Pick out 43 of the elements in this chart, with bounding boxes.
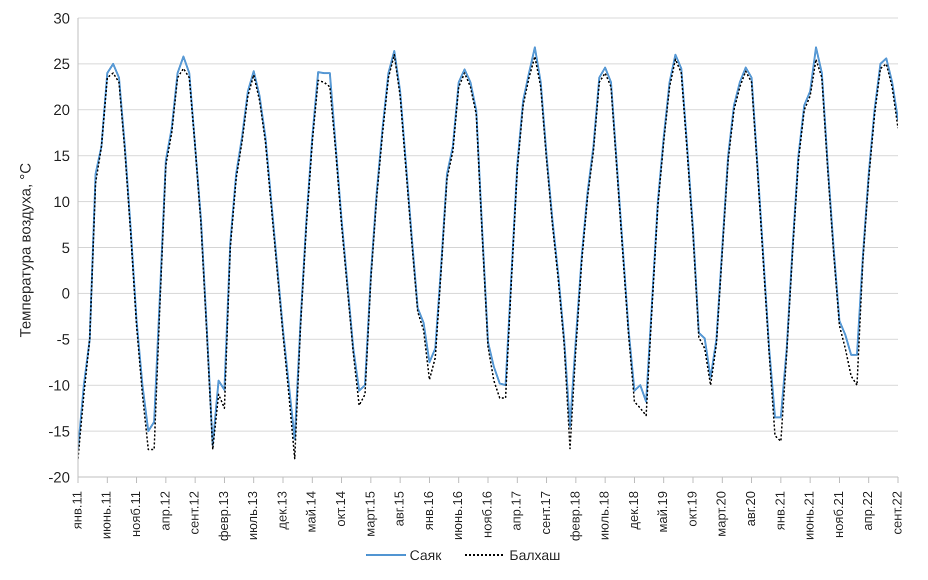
x-tick-label: июнь.16 bbox=[450, 491, 466, 540]
x-tick-label: февр.13 bbox=[216, 491, 231, 542]
x-tick-label: июль.18 bbox=[596, 491, 612, 540]
x-tick-label: янв.16 bbox=[420, 491, 436, 530]
y-tick-label: -10 bbox=[48, 378, 70, 395]
x-tick-label: март.15 bbox=[362, 491, 378, 537]
x-tick-label: сент.17 bbox=[538, 491, 554, 534]
x-tick-label: май.19 bbox=[655, 491, 670, 533]
y-tick-label: 10 bbox=[53, 194, 70, 211]
y-tick-label: 5 bbox=[62, 240, 70, 257]
x-tick-label: февр.18 bbox=[567, 491, 582, 542]
y-tick-label: -5 bbox=[56, 332, 70, 349]
x-tick-label: март.20 bbox=[714, 491, 729, 537]
x-tick-label: сент.22 bbox=[889, 491, 904, 534]
x-tick-label: апр.17 bbox=[508, 491, 524, 531]
x-tick-label: май.14 bbox=[304, 491, 319, 533]
legend-label: Балхаш bbox=[508, 547, 560, 563]
x-tick-label: янв.21 bbox=[772, 491, 788, 530]
x-tick-label: нояб.16 bbox=[479, 491, 494, 538]
x-tick-label: авг.15 bbox=[392, 491, 407, 526]
y-tick-label: 20 bbox=[53, 102, 70, 120]
x-tick-label: апр.12 bbox=[157, 491, 172, 531]
legend-label: Саяк bbox=[408, 547, 442, 563]
y-tick-label: -20 bbox=[48, 469, 70, 486]
x-tick-label: окт.19 bbox=[684, 491, 700, 527]
y-tick-label: 15 bbox=[53, 148, 70, 166]
x-tick-label: апр.22 bbox=[860, 491, 876, 531]
y-tick-label: 30 bbox=[53, 10, 70, 28]
x-tick-label: июнь.21 bbox=[802, 491, 817, 540]
x-tick-label: нояб.21 bbox=[830, 491, 846, 538]
x-tick-label: дек.13 bbox=[274, 491, 290, 530]
x-tick-label: окт.14 bbox=[333, 491, 348, 527]
x-tick-label: июль.13 bbox=[245, 491, 260, 540]
x-tick-label: авг.20 bbox=[743, 491, 758, 526]
x-tick-label: июнь.11 bbox=[98, 491, 114, 540]
y-tick-label: 25 bbox=[53, 56, 70, 74]
x-tick-label: дек.18 bbox=[626, 491, 641, 530]
y-tick-label: -15 bbox=[48, 423, 70, 440]
y-tick-label: 0 bbox=[62, 286, 70, 303]
x-tick-label: сент.12 bbox=[186, 491, 202, 534]
x-tick-label: нояб.11 bbox=[128, 491, 144, 538]
x-tick-label: янв.11 bbox=[69, 491, 84, 530]
y-axis-title: Температура воздуха, °C bbox=[17, 162, 34, 338]
